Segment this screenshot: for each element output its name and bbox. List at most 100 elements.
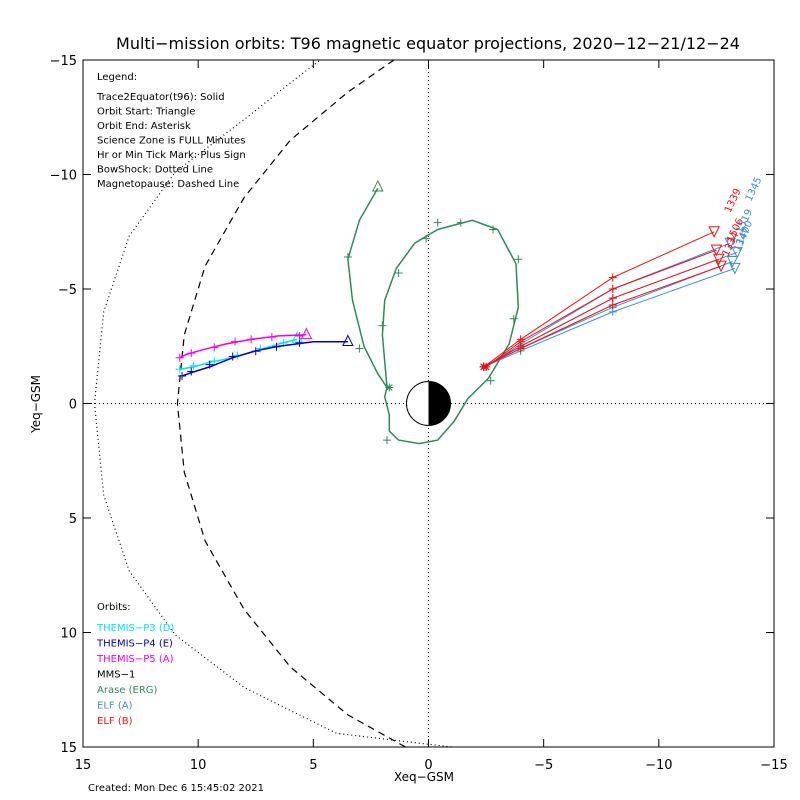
orbit-end-marker — [479, 362, 488, 371]
legend-line: Hr or Min Tick Mark: Plus Sign — [97, 150, 246, 161]
y-tick-label: 5 — [69, 512, 77, 527]
tick-mark — [608, 301, 617, 310]
tick-mark — [343, 252, 352, 261]
x-tick-label: −10 — [645, 758, 672, 773]
x-tick-label: 10 — [190, 758, 207, 773]
orbit-start-marker — [712, 253, 725, 266]
chart-title: Multi−mission orbits: T96 magnetic equat… — [116, 34, 740, 53]
earth-icon — [406, 381, 451, 426]
tick-mark — [175, 365, 184, 374]
series-1 — [178, 334, 354, 381]
orbit-line — [483, 267, 735, 368]
tick-mark — [608, 285, 617, 293]
legend-title: Legend: — [97, 72, 137, 83]
tick-mark — [189, 361, 198, 370]
tick-mark — [608, 294, 617, 303]
orbit-legend-item: ELF (B) — [97, 716, 133, 727]
axes: 15 10 5 0 −5 −10 −15 −15 −10 −5 0 5 10 15 — [50, 54, 788, 773]
tick-mark — [295, 338, 304, 347]
y-axis-title: Yeq−GSM — [29, 375, 43, 434]
orbit-line — [483, 231, 715, 368]
time-label: 1339 — [723, 187, 744, 215]
orbit-start-marker — [710, 244, 723, 257]
orbit-start-marker — [708, 226, 720, 238]
tick-mark — [608, 307, 617, 316]
orbit-start-marker — [300, 327, 313, 340]
orbit-line — [179, 338, 298, 370]
time-label: 1345 — [744, 176, 765, 204]
orbits-title: Orbits: — [97, 602, 131, 613]
bowshock-line — [93, 59, 452, 748]
tick-mark — [187, 349, 196, 358]
orbit-start-marker — [726, 256, 739, 268]
orbit-line — [485, 249, 717, 368]
orbit-line — [181, 340, 348, 377]
x-tick-label: −5 — [534, 758, 553, 773]
legend-line: Trace2Equator(t96): Solid — [96, 92, 225, 103]
orbit-legend-item: MMS−1 — [97, 670, 135, 681]
orbit-start-marker — [731, 246, 743, 259]
y-tick-label: 0 — [69, 398, 77, 413]
tick-mark — [516, 342, 525, 351]
tick-mark — [210, 343, 219, 352]
orbit-line — [483, 258, 719, 368]
tick-mark — [228, 352, 237, 361]
y-tick-label: 15 — [60, 741, 77, 756]
tick-mark — [187, 367, 196, 376]
orbit-line — [483, 251, 738, 368]
tick-mark — [516, 335, 525, 344]
tick-mark — [486, 376, 495, 385]
tick-mark — [272, 342, 281, 351]
tick-mark — [178, 372, 187, 381]
x-tick-label: −15 — [760, 758, 787, 773]
tick-mark — [295, 331, 304, 340]
tick-mark — [608, 273, 617, 282]
legend-box: Legend: Trace2Equator(t96): Solid Orbit S… — [96, 72, 246, 190]
y-tick-label: −5 — [58, 283, 77, 298]
tick-mark — [509, 314, 518, 323]
x-tick-label: 15 — [75, 758, 92, 773]
orbit-legend-item: THEMIS−P4 (E) — [96, 639, 173, 650]
legend-line: BowShock: Dotted Line — [97, 165, 213, 176]
tick-mark — [175, 353, 184, 362]
legend-line: Orbit Start: Triangle — [97, 107, 195, 118]
reference-lines — [83, 60, 774, 747]
tick-mark — [456, 218, 465, 227]
tick-mark — [488, 225, 497, 234]
tick-mark — [210, 357, 219, 366]
legend-line: Science Zone is FULL Minutes — [97, 136, 246, 147]
tick-mark — [247, 335, 256, 344]
orbit-end-marker — [385, 383, 394, 392]
tick-mark — [355, 344, 364, 353]
y-tick-label: −10 — [50, 169, 77, 184]
series-3 — [343, 179, 523, 445]
legend-line: Orbit End: Asterisk — [97, 121, 191, 132]
tick-mark — [433, 218, 442, 227]
tick-mark — [378, 321, 387, 330]
orbit-start-marker — [342, 334, 354, 347]
tick-mark — [256, 344, 265, 353]
x-axis-title: Xeq−GSM — [394, 770, 454, 784]
tick-mark — [231, 337, 240, 346]
x-tick-label: 0 — [424, 758, 432, 773]
magnetopause-line — [176, 59, 406, 748]
x-tick-label: 5 — [309, 758, 317, 773]
tick-mark — [205, 360, 214, 369]
orbit-legend: Orbits: THEMIS−P3 (D) THEMIS−P4 (E) THEMIS… — [96, 602, 174, 727]
orbit-legend-item: THEMIS−P5 (A) — [96, 654, 174, 665]
tick-mark — [251, 347, 260, 356]
tick-mark — [394, 268, 403, 277]
boundary-curves — [93, 59, 452, 748]
orbit-start-marker — [715, 260, 727, 273]
legend-line: Magnetopause: Dashed Line — [97, 179, 239, 190]
y-tick-label: 10 — [60, 627, 77, 642]
orbit-start-marker — [724, 237, 737, 250]
tick-mark — [267, 333, 276, 342]
created-timestamp: Created: Mon Dec 6 15:45:02 2021 — [88, 783, 264, 794]
orbit-start-marker — [729, 262, 741, 275]
orbit-legend-item: THEMIS−P3 (D) — [96, 623, 174, 634]
orbit-legend-item: Arase (ERG) — [97, 685, 158, 696]
tick-mark — [383, 436, 392, 445]
orbit-line — [483, 265, 722, 368]
